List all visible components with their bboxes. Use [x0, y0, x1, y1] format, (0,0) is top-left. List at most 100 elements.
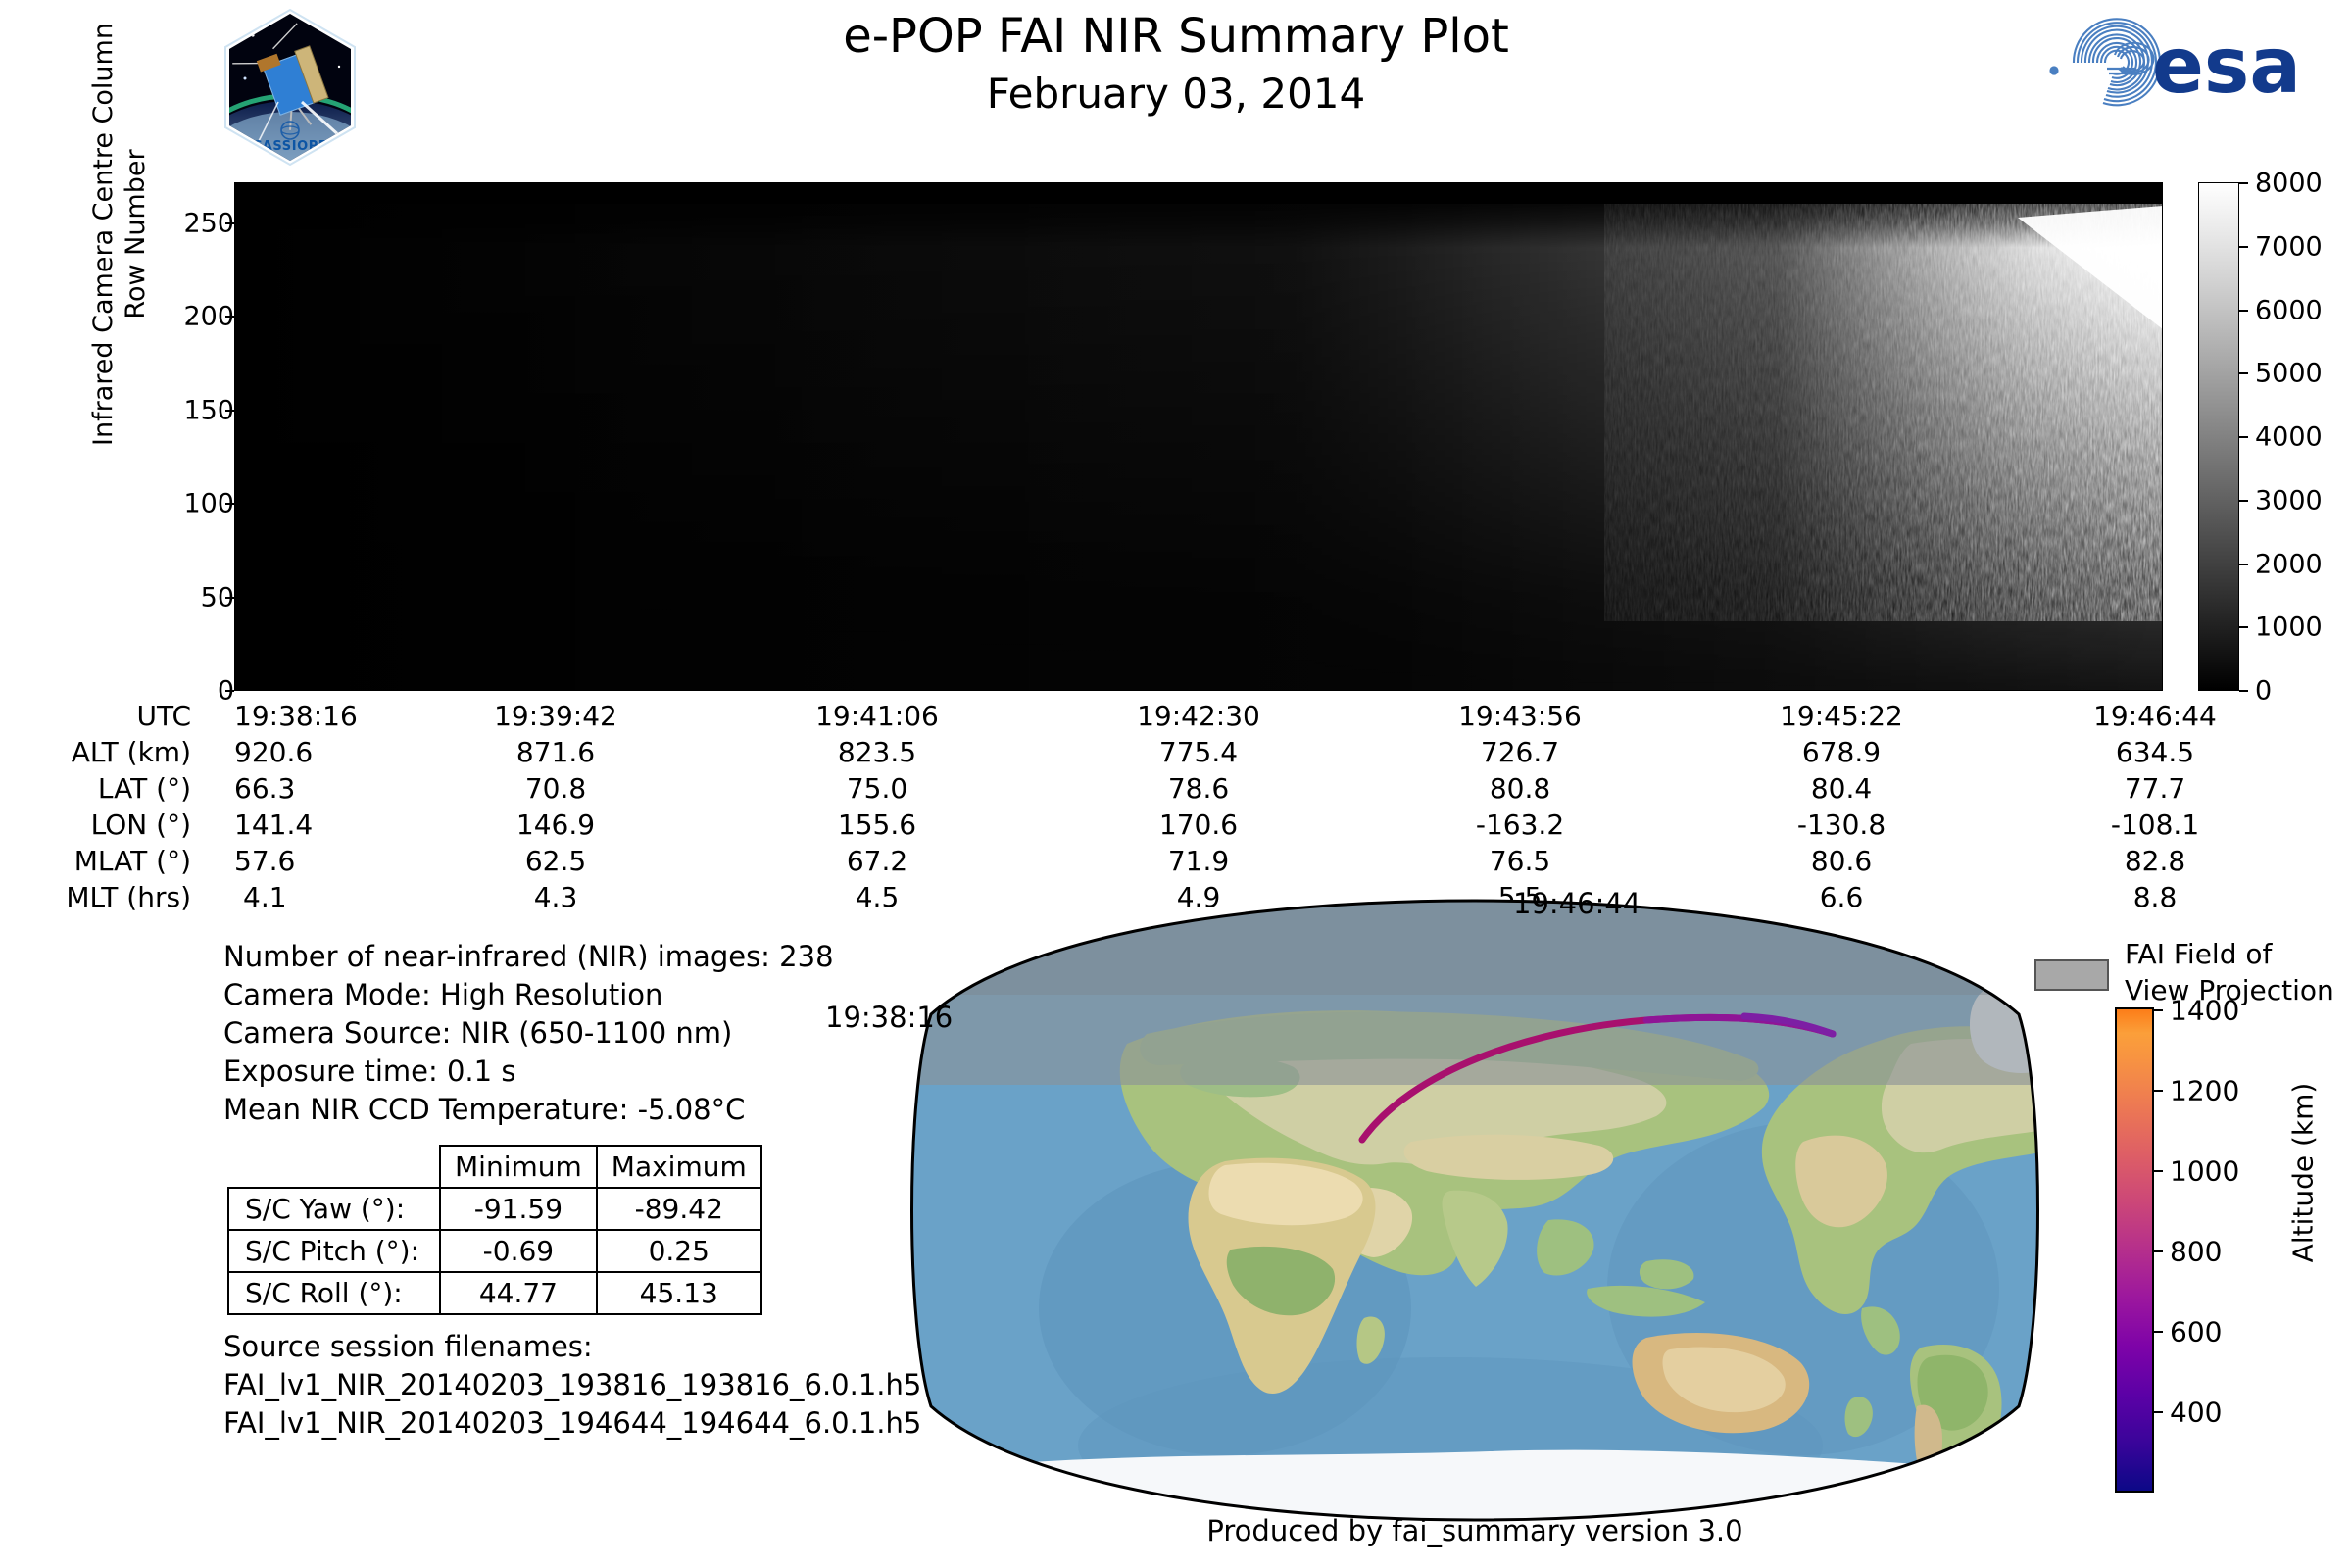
fov-legend-swatch [2034, 959, 2109, 991]
attitude-roll-min: 44.77 [439, 1271, 598, 1315]
signal-tick-7000: 7000 [2255, 231, 2323, 263]
ephemeris-lat-6: 77.7 [2124, 772, 2186, 805]
ephemeris-utc-0: 19:38:16 [234, 700, 358, 732]
ephemeris-mlat-0: 57.6 [234, 845, 296, 877]
altitude-tick-1400: 1400 [2170, 994, 2240, 1027]
title-main: e-POP FAI NIR Summary Plot [843, 9, 1509, 64]
altitude-tick-400: 400 [2170, 1396, 2223, 1429]
page-title: e-POP FAI NIR Summary Plot February 03, … [588, 6, 1764, 122]
altitude-tick-1000: 1000 [2170, 1154, 2240, 1188]
attitude-header-row: Minimum Maximum [228, 1145, 762, 1189]
ephemeris-mlt-3: 4.9 [1176, 881, 1221, 913]
source-filename-1: FAI_lv1_NIR_20140203_193816_193816_6.0.1… [223, 1368, 959, 1401]
attitude-label-pitch: S/C Pitch (°): [226, 1229, 442, 1273]
ephemeris-lat-0: 66.3 [234, 772, 296, 805]
ephemeris-alt-5: 678.9 [1801, 736, 1882, 768]
ephemeris-lat-5: 80.4 [1810, 772, 1873, 805]
signal-tick-2000: 2000 [2255, 549, 2323, 580]
esa-logo: esa [2009, 14, 2323, 112]
ephemeris-key-lon: LON (°) [90, 808, 191, 841]
ephemeris-lon-1: 146.9 [515, 808, 596, 841]
map-start-time-label: 19:38:16 [825, 1001, 954, 1034]
fov-legend-line-1: FAI Field of [2125, 938, 2273, 970]
ephemeris-mlat-4: 76.5 [1489, 845, 1551, 877]
map-end-time-label: 19:46:44 [1513, 887, 1642, 920]
fov-legend-text: FAI Field of View Projection [2125, 936, 2334, 1008]
ground-track-map: 19:38:16 19:46:44 [825, 887, 2048, 1524]
source-heading: Source session filenames: [223, 1330, 593, 1363]
ephemeris-utc-2: 19:41:06 [815, 700, 939, 732]
ephemeris-lon-4: -163.2 [1475, 808, 1565, 841]
signal-tick-4000: 4000 [2255, 421, 2323, 453]
source-filenames-block: Source session filenames: FAI_lv1_NIR_20… [223, 1328, 959, 1443]
signal-colorbar [2198, 182, 2239, 691]
info-line-image-count: Number of near-infrared (NIR) images: 23… [223, 940, 834, 973]
ephemeris-mlat-6: 82.8 [2124, 845, 2186, 877]
ephemeris-utc-1: 19:39:42 [494, 700, 617, 732]
ephemeris-lon-5: -130.8 [1796, 808, 1886, 841]
ephemeris-alt-4: 726.7 [1480, 736, 1560, 768]
title-subtitle: February 03, 2014 [986, 70, 1366, 118]
ephemeris-mlt-6: 8.8 [2132, 881, 2178, 913]
ephemeris-row-alt: ALT (km) 920.6 871.6 823.5 775.4 726.7 6… [0, 734, 2215, 770]
altitude-tick-1200: 1200 [2170, 1074, 2240, 1107]
ephemeris-alt-0: 920.6 [234, 736, 314, 768]
ephemeris-lat-2: 75.0 [846, 772, 908, 805]
ephemeris-key-lat: LAT (°) [97, 772, 191, 805]
ephemeris-mlat-5: 80.6 [1810, 845, 1873, 877]
altitude-tick-600: 600 [2170, 1315, 2223, 1348]
ephemeris-utc-4: 19:43:56 [1458, 700, 1582, 732]
svg-text:esa: esa [2152, 23, 2301, 111]
fov-legend-line-2: View Projection [2125, 974, 2334, 1006]
ephemeris-alt-1: 871.6 [515, 736, 596, 768]
ephemeris-mlat-1: 62.5 [524, 845, 587, 877]
ephemeris-row-utc: UTC 19:38:16 19:39:42 19:41:06 19:42:30 … [0, 698, 2217, 734]
ephemeris-row-lon: LON (°) 141.4 146.9 155.6 170.6 -163.2 -… [0, 807, 2215, 843]
cassiope-mission-logo: CASSIOPE [223, 8, 357, 167]
altitude-colorbar-label: Altitude (km) [2287, 1016, 2320, 1330]
info-line-camera-source: Camera Source: NIR (650-1100 nm) [223, 1016, 733, 1050]
source-filename-2: FAI_lv1_NIR_20140203_194644_194644_6.0.1… [223, 1406, 922, 1440]
ephemeris-lon-6: -108.1 [2110, 808, 2200, 841]
ephemeris-key-mlt: MLT (hrs) [66, 881, 191, 913]
produced-by-credit: Produced by fai_summary version 3.0 [1206, 1514, 1743, 1547]
y-axis-label-text: Infrared Camera Centre Column Row Number [88, 23, 151, 446]
acquisition-info-block: Number of near-infrared (NIR) images: 23… [223, 938, 834, 1129]
ephemeris-row-mlat: MLAT (°) 57.6 62.5 67.2 71.9 76.5 80.6 8… [0, 843, 2215, 879]
ephemeris-key-mlat: MLAT (°) [74, 845, 191, 877]
altitude-colorbar-ticks: 400 600 800 1000 1200 1400 [2154, 0, 2350, 1568]
signal-tick-5000: 5000 [2255, 358, 2323, 389]
signal-tick-3000: 3000 [2255, 485, 2323, 516]
info-line-ccd-temperature: Mean NIR CCD Temperature: -5.08°C [223, 1093, 746, 1126]
attitude-pitch-min: -0.69 [439, 1229, 598, 1273]
spacecraft-attitude-table: Minimum Maximum S/C Yaw (°): -91.59 -89.… [226, 1145, 762, 1315]
attitude-pitch-max: 0.25 [595, 1229, 762, 1273]
altitude-colorbar [2115, 1007, 2154, 1493]
info-line-exposure-time: Exposure time: 0.1 s [223, 1054, 516, 1088]
ephemeris-alt-2: 823.5 [837, 736, 917, 768]
attitude-roll-max: 45.13 [595, 1271, 762, 1315]
ephemeris-mlt-2: 4.5 [855, 881, 900, 913]
signal-tick-6000: 6000 [2255, 295, 2323, 326]
ephemeris-mlt-1: 4.3 [533, 881, 578, 913]
ephemeris-key-utc: UTC [136, 700, 191, 732]
signal-tick-8000: 8000 [2255, 168, 2323, 199]
ephemeris-row-lat: LAT (°) 66.3 70.8 75.0 78.6 80.8 80.4 77… [0, 770, 2215, 807]
ephemeris-lon-2: 155.6 [837, 808, 917, 841]
signal-tick-1000: 1000 [2255, 612, 2323, 643]
ephemeris-mlt-5: 6.6 [1819, 881, 1864, 913]
attitude-col-max-header: Maximum [595, 1145, 762, 1189]
altitude-tick-800: 800 [2170, 1235, 2223, 1268]
attitude-row-yaw: S/C Yaw (°): -91.59 -89.42 [226, 1187, 762, 1231]
altitude-colorbar-label-text: Altitude (km) [2286, 1082, 2320, 1263]
attitude-col-min-header: Minimum [439, 1145, 598, 1189]
ephemeris-lon-3: 170.6 [1158, 808, 1239, 841]
attitude-yaw-min: -91.59 [439, 1187, 598, 1231]
ephemeris-table: UTC 19:38:16 19:39:42 19:41:06 19:42:30 … [0, 698, 2217, 915]
ephemeris-utc-6: 19:46:44 [2093, 700, 2217, 732]
ephemeris-lat-4: 80.8 [1489, 772, 1551, 805]
ephemeris-mlat-2: 67.2 [846, 845, 908, 877]
y-tick-label-100: 100 [183, 488, 234, 519]
signal-colorbar-ticks: 0 1000 2000 3000 4000 5000 6000 7000 800… [2239, 0, 2352, 784]
attitude-yaw-max: -89.42 [595, 1187, 762, 1231]
